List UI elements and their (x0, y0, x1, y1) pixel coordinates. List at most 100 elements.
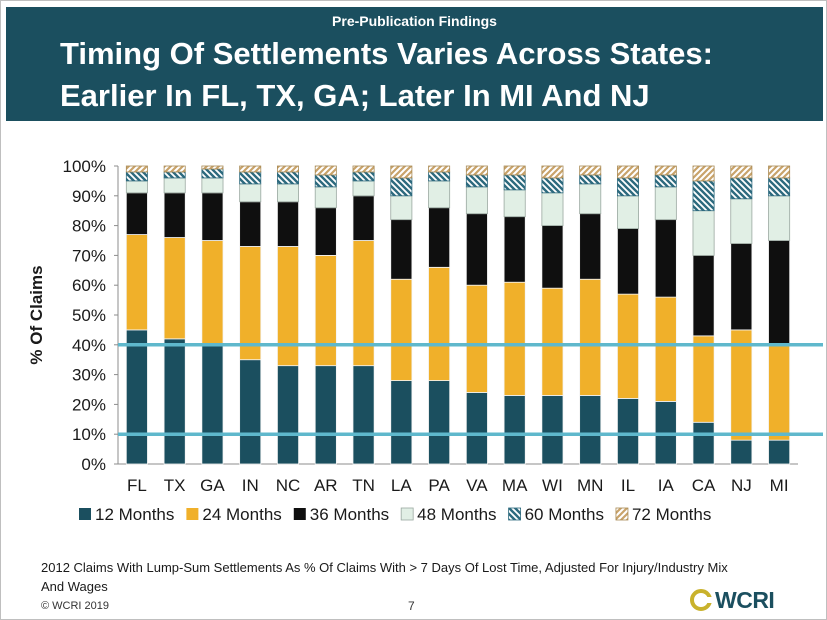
bar-segment-wi-72-months (541, 165, 564, 179)
bar-segment-fl-48-months (125, 180, 148, 194)
bar-segment-ma-12-months (503, 395, 526, 465)
bar-segment-tx-60-months (163, 171, 186, 179)
bar-segment-mn-12-months (579, 395, 602, 465)
x-tick-label: MI (770, 476, 789, 495)
bar-segment-ma-48-months (503, 189, 526, 218)
bar-segment-nc-36-months (277, 201, 299, 247)
bar-segment-tn-12-months (352, 365, 375, 465)
bar-segment-mi-72-months (768, 165, 791, 179)
x-tick-label: WI (542, 476, 563, 495)
x-tick-label: TX (164, 476, 186, 495)
y-tick-label: 70% (72, 246, 106, 265)
wcri-logo: WCRI (689, 585, 789, 615)
legend-swatch (186, 508, 199, 520)
bar-segment-la-72-months (390, 165, 413, 179)
bar-segment-la-12-months (390, 380, 413, 465)
bar-segment-nc-72-months (277, 165, 299, 173)
y-tick-label: 50% (72, 306, 106, 325)
x-tick-label: MN (577, 476, 603, 495)
y-tick-label: 100% (63, 157, 106, 176)
x-tick-label: IN (242, 476, 259, 495)
bar-segment-ar-24-months (314, 254, 337, 367)
bar-segment-il-12-months (617, 398, 639, 465)
bar-segment-ga-48-months (201, 177, 224, 194)
bar-segment-in-36-months (239, 201, 262, 247)
x-tick-label: IA (658, 476, 675, 495)
bar-segment-tn-60-months (352, 171, 375, 182)
y-tick-label: 40% (72, 336, 106, 355)
bar-segment-mi-12-months (768, 439, 791, 465)
bar-segment-ar-72-months (314, 165, 337, 176)
bar-segment-nj-12-months (730, 439, 753, 465)
legend-label: 72 Months (632, 505, 711, 524)
bar-segment-in-72-months (239, 165, 262, 173)
bar-segment-va-60-months (465, 174, 488, 188)
bar-segment-ca-36-months (692, 254, 715, 337)
bar-segment-ma-72-months (503, 165, 526, 176)
slide-title: Timing Of Settlements Varies Across Stat… (60, 33, 820, 117)
bar-segment-mi-48-months (768, 195, 791, 241)
bar-segment-ca-24-months (692, 335, 715, 423)
bar-segment-ia-60-months (654, 174, 677, 188)
x-tick-label: NJ (731, 476, 752, 495)
bar-segment-pa-36-months (428, 207, 451, 268)
chart-footnote: 2012 Claims With Lump-Sum Settlements As… (41, 560, 728, 594)
bar-segment-wi-12-months (541, 395, 564, 465)
bar-segment-nc-60-months (277, 171, 299, 185)
bar-segment-il-48-months (617, 195, 639, 229)
bar-segment-ga-72-months (201, 165, 224, 170)
bar-segment-fl-60-months (125, 171, 148, 182)
bar-segment-wi-48-months (541, 192, 564, 226)
bar-segment-mn-24-months (579, 278, 602, 396)
bar-segment-ia-72-months (654, 165, 677, 176)
bar-segment-mi-60-months (768, 177, 791, 197)
bar-segment-tx-12-months (163, 338, 186, 465)
bar-segment-tn-48-months (352, 180, 375, 197)
bar-segment-la-36-months (390, 219, 413, 280)
bar-segment-in-24-months (239, 246, 262, 361)
y-tick-label: 90% (72, 187, 106, 206)
x-tick-label: TN (352, 476, 375, 495)
logo-mark-icon (690, 589, 713, 611)
bar-segment-tn-72-months (352, 165, 375, 173)
bar-segment-va-24-months (465, 284, 488, 393)
legend-label: 12 Months (95, 505, 174, 524)
bar-segment-va-72-months (465, 165, 488, 176)
x-tick-label: FL (127, 476, 147, 495)
bar-segment-il-36-months (617, 228, 639, 295)
bar-segment-ca-48-months (692, 210, 715, 256)
y-tick-label: 80% (72, 217, 106, 236)
bar-segment-wi-36-months (541, 225, 564, 289)
bar-segment-mn-48-months (579, 183, 602, 215)
y-tick-label: 10% (72, 425, 106, 444)
legend-swatch (293, 508, 306, 520)
bar-segment-ga-24-months (201, 240, 224, 346)
bar-segment-ar-12-months (314, 365, 337, 465)
x-tick-label: MA (502, 476, 528, 495)
bar-segment-nj-60-months (730, 177, 753, 200)
title-line-1: Timing Of Settlements Varies Across Stat… (60, 36, 713, 71)
bar-segment-tx-48-months (163, 177, 186, 194)
bar-segment-ca-12-months (692, 421, 715, 465)
bar-segment-ia-36-months (654, 219, 677, 298)
y-tick-label: 20% (72, 395, 106, 414)
title-line-2: Earlier In FL, TX, GA; Later In MI And N… (60, 78, 650, 113)
bar-segment-ar-36-months (314, 207, 337, 256)
bar-segment-la-24-months (390, 278, 413, 381)
bar-segment-va-12-months (465, 392, 488, 465)
bar-segment-pa-48-months (428, 180, 451, 209)
stacked-bar-chart: 0% 10% 20% 30% 40% 50% 60% 70% 80% 90% 100% % Of Cl… (27, 157, 823, 524)
bar-segment-tx-36-months (163, 192, 186, 238)
legend-swatch (79, 508, 91, 520)
x-tick-label: PA (428, 476, 450, 495)
bar-segment-fl-24-months (125, 234, 148, 331)
pre-publication-label: Pre-Publication Findings (332, 13, 497, 29)
bar-segment-ca-72-months (692, 165, 715, 182)
bar-segment-mn-60-months (579, 174, 602, 185)
x-tick-label: CA (692, 476, 716, 495)
bar-segment-in-48-months (239, 183, 262, 203)
page-number: 7 (408, 599, 415, 613)
bar-segment-pa-72-months (428, 165, 451, 173)
x-tick-label: AR (314, 476, 338, 495)
